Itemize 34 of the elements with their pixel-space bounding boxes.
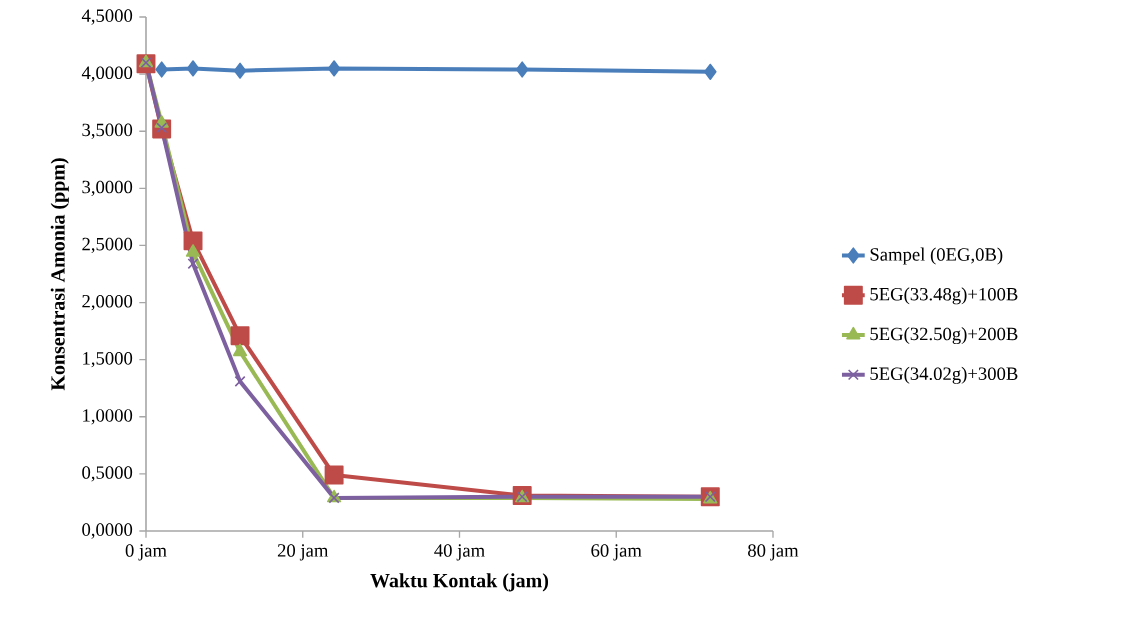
- point: [232, 343, 248, 357]
- x-tick-label: 40 jam: [434, 544, 485, 561]
- y-tick-label: 2,5000: [82, 237, 133, 254]
- y-tick-label: 2,0000: [82, 294, 133, 311]
- y-tick-label: 4,5000: [81, 9, 133, 25]
- legend-label: Sampel (0EG,0B): [870, 247, 1003, 265]
- y-tick-label: 1,0000: [83, 409, 133, 425]
- point: [327, 60, 341, 77]
- point: [156, 122, 168, 134]
- y-tick-label: 3,5000: [82, 123, 133, 139]
- y-tick-label: 0,5000: [82, 466, 133, 482]
- point: [186, 60, 200, 77]
- y-axis-title: Konsentrasi Amonia (ppm): [50, 158, 69, 391]
- point: [155, 61, 168, 78]
- x-tick-label: 60 jam: [591, 544, 642, 561]
- x-tick-label: 80 jam: [748, 544, 799, 561]
- point: [185, 244, 201, 257]
- point: [187, 258, 199, 270]
- legend-label: 5EG(32.50g)+200B: [870, 327, 1018, 345]
- x-tick-label: 0 jam: [125, 544, 167, 561]
- point: [515, 61, 529, 78]
- y-tick-label: 3,0000: [82, 180, 133, 196]
- x-tick-label: 20 jam: [277, 544, 329, 561]
- x-axis-title: Waktu Kontak (jam): [370, 573, 549, 592]
- point: [703, 63, 717, 80]
- point: [230, 326, 250, 346]
- y-tick-label: 4,0000: [81, 66, 133, 82]
- point: [233, 62, 247, 79]
- point: [234, 375, 246, 387]
- legend-label: 5EG(33.48g)+100B: [870, 287, 1018, 305]
- y-tick-label: 1,5000: [83, 352, 133, 368]
- legend-label: 5EG(34.02g)+300B: [870, 366, 1018, 384]
- y-tick-label: 0,0000: [82, 523, 133, 539]
- point: [324, 465, 344, 485]
